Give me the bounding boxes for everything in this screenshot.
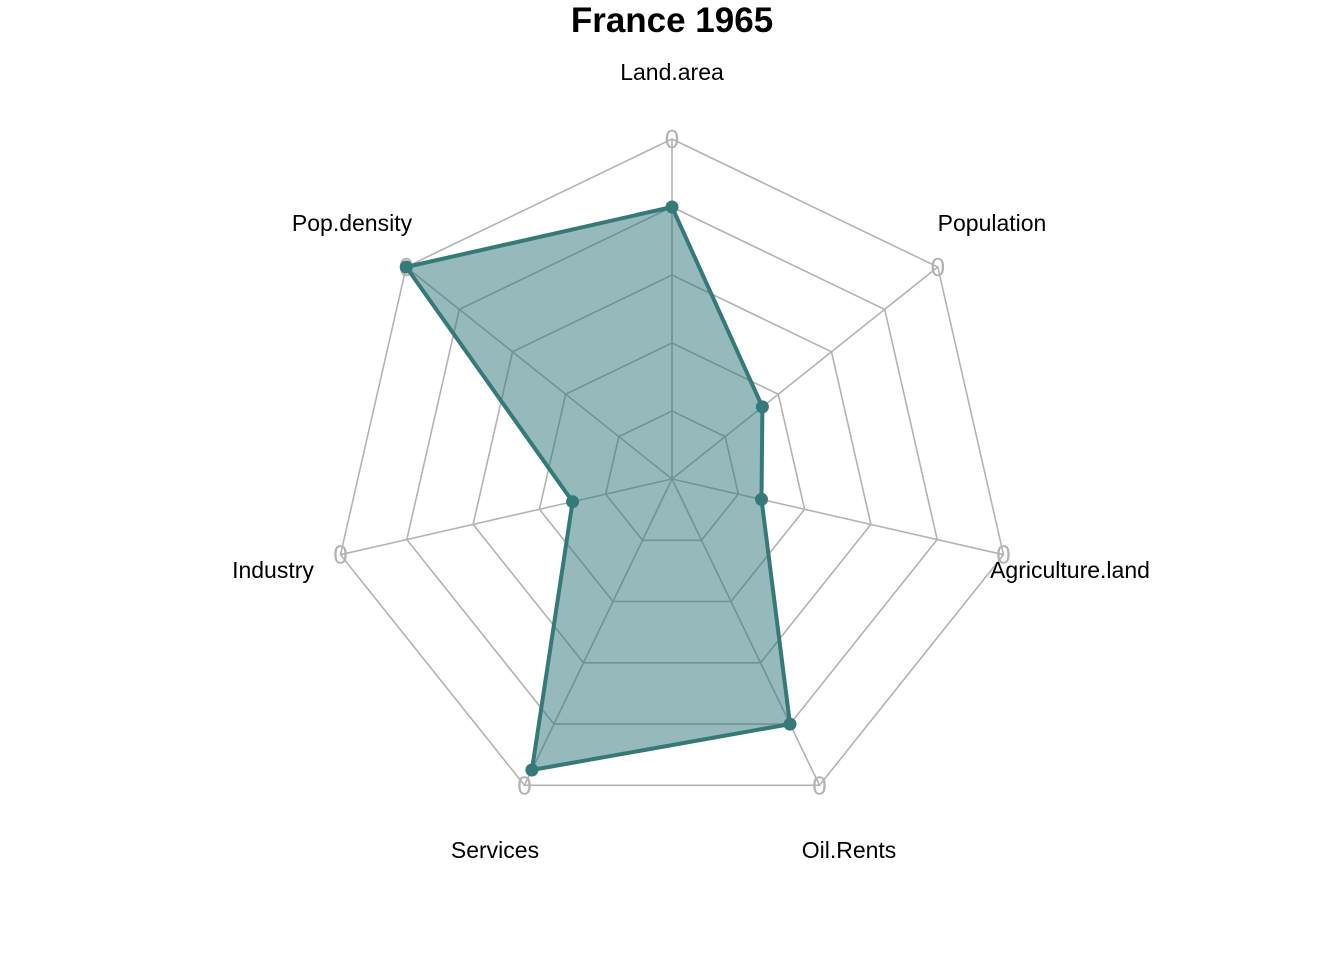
axis-label-pop-density: Pop.density (292, 210, 413, 236)
axis-label-services: Services (451, 837, 539, 863)
series-area (404, 205, 792, 772)
grid-ring-5 (339, 138, 1005, 787)
data-point-services (525, 763, 539, 777)
axis-tick-label: 0 (665, 124, 679, 154)
axis-tick-label: 0 (996, 540, 1010, 570)
axis-label-oil-rents: Oil.Rents (802, 837, 897, 863)
data-point-agriculture-land (755, 492, 768, 506)
axis-tick-label: 0 (333, 540, 347, 570)
data-point-land-area (665, 200, 679, 214)
axis-label-agriculture-land: Agriculture.land (990, 557, 1150, 583)
data-point-industry (566, 495, 580, 509)
data-point-oil-rents (783, 717, 797, 731)
axis-tick-label: 0 (517, 770, 531, 800)
axis-tick-label: 0 (812, 770, 826, 800)
axis-label-industry: Industry (232, 557, 314, 583)
chart-title: France 1965 (570, 1, 774, 40)
data-point-pop-density (399, 260, 413, 274)
axis-labels: Land.area Population Agriculture.land Oil.R… (232, 59, 1150, 863)
radar-series (399, 200, 797, 777)
axis-tick-label: 0 (931, 252, 945, 282)
axis-label-land-area: Land.area (620, 59, 724, 85)
axis-label-population: Population (938, 210, 1047, 236)
data-point-population (755, 400, 769, 414)
